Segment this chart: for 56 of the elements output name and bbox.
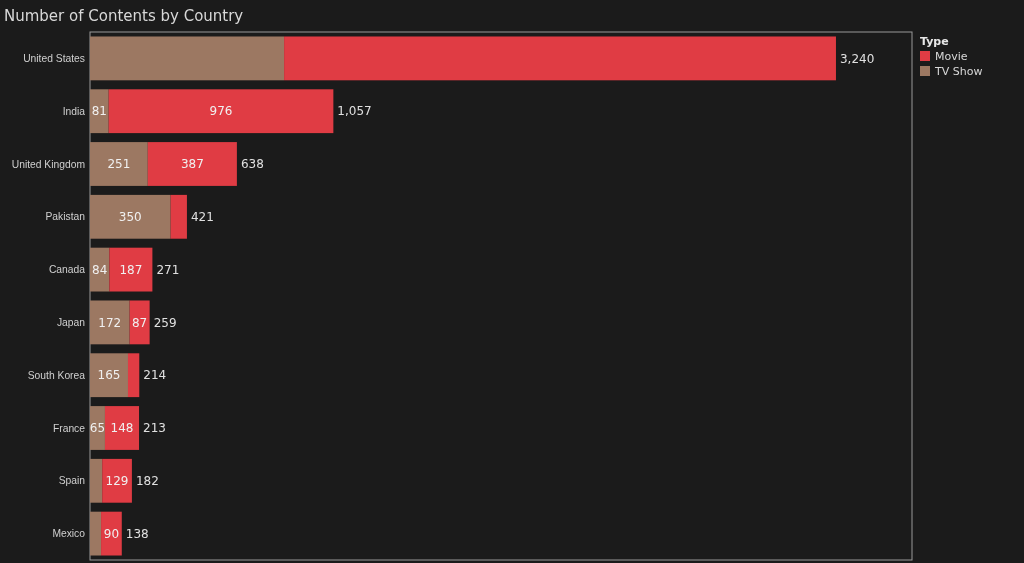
bar — [127, 353, 140, 398]
data-label: 976 — [209, 104, 233, 119]
data-label: 387 — [180, 157, 204, 172]
total-label: 1,057 — [337, 104, 372, 119]
bar — [90, 36, 285, 81]
bar — [104, 406, 140, 450]
y-tick-label: Spain — [58, 475, 86, 487]
total-label: 214 — [143, 368, 167, 383]
bar — [90, 142, 148, 186]
bar — [90, 89, 109, 134]
total-label: 138 — [125, 526, 149, 541]
bar — [147, 142, 237, 186]
y-tick-label: United States — [23, 53, 85, 65]
y-tick-label: Japan — [56, 317, 86, 329]
y-tick-label: India — [62, 105, 86, 117]
data-label: 90 — [103, 526, 120, 541]
bar — [109, 247, 153, 292]
bar — [90, 300, 130, 345]
y-tick-label: Pakistan — [45, 211, 86, 223]
total-label: 271 — [156, 262, 180, 277]
chart-title: Number of Contents by Country — [4, 7, 244, 25]
y-tick-label: Mexico — [52, 528, 86, 540]
bar — [170, 194, 187, 239]
total-label: 421 — [190, 210, 214, 224]
data-label: 87 — [131, 315, 148, 330]
bar — [102, 458, 132, 503]
bar — [129, 300, 150, 345]
total-label: 638 — [240, 157, 264, 172]
bar — [90, 353, 128, 398]
data-label: 172 — [98, 315, 122, 330]
data-label: 84 — [92, 262, 108, 277]
total-label: 259 — [153, 315, 177, 330]
data-label: 187 — [119, 262, 143, 277]
y-tick-label: South Korea — [27, 369, 86, 381]
bar — [90, 458, 103, 503]
bar — [101, 511, 122, 556]
bar — [108, 89, 334, 134]
total-label: 213 — [143, 421, 166, 436]
bar — [284, 36, 836, 81]
data-label: 148 — [110, 421, 134, 436]
data-label: 81 — [91, 104, 107, 119]
data-label: 350 — [118, 210, 142, 224]
data-label: 251 — [107, 157, 131, 172]
total-label: 182 — [135, 474, 159, 488]
legend-label: Movie — [935, 49, 968, 63]
legend-label: TV Show — [934, 64, 983, 78]
y-tick-label: United Kingdom — [11, 158, 85, 170]
y-tick-label: France — [52, 422, 86, 434]
data-label: 65 — [89, 421, 106, 436]
data-label: 165 — [97, 368, 121, 383]
data-label: 129 — [105, 474, 129, 488]
y-tick-label: Canada — [48, 264, 86, 276]
total-label: 3,240 — [839, 51, 875, 66]
bar — [90, 511, 102, 556]
legend-title: Type — [920, 35, 949, 48]
bar — [90, 194, 171, 239]
